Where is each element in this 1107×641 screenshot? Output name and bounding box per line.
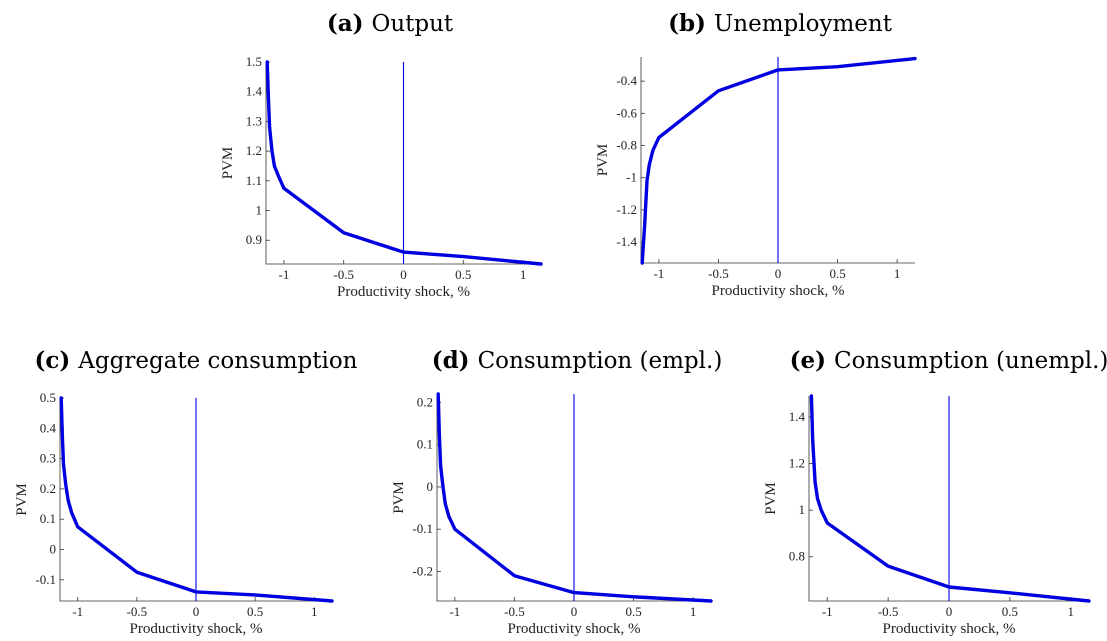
axis-lines <box>808 396 1089 602</box>
panel-e: (e) Consumption (unempl.) 0.8 1 1.2 1.4 -1 -0.5… <box>763 347 1107 637</box>
y-tick-label: 1.4 <box>789 409 806 424</box>
y-tick-label: 0 <box>427 479 434 494</box>
y-tick-label: 0.1 <box>40 511 56 526</box>
y-tick-label: 1.2 <box>246 143 262 158</box>
y-tick-label: 0.9 <box>246 232 262 247</box>
panel-a: (a) Output 0.9 1 1.1 1.2 1.3 1.4 1.5 -1 -0.5 0 0.5 1 P… <box>220 10 543 300</box>
panel-title: (c) Aggregate consumption <box>35 347 358 374</box>
y-tick-label: 1.3 <box>246 113 262 128</box>
y-axis-label: PVM <box>595 144 611 177</box>
x-tick-label: -1 <box>822 604 833 619</box>
y-axis-label: PVM <box>391 481 407 514</box>
x-axis-label: Productivity shock, % <box>508 621 641 637</box>
y-tick-label: 0.3 <box>40 451 56 466</box>
x-tick-label: -1 <box>653 266 664 281</box>
x-tick-label: -0.5 <box>333 267 354 282</box>
x-tick-label: 1 <box>311 604 318 619</box>
x-tick-label: -1 <box>279 267 290 282</box>
y-tick-label: -1 <box>626 170 637 185</box>
x-tick-label: 0.5 <box>247 604 263 619</box>
x-tick-label: 0 <box>400 267 407 282</box>
y-tick-label: -0.1 <box>35 572 56 587</box>
panel-title-text: Unemployment <box>714 11 893 37</box>
x-tick-label: 1 <box>520 267 527 282</box>
x-tick-label: 0 <box>193 604 200 619</box>
y-tick-label: 0.2 <box>40 481 56 496</box>
y-tick-label: 1.4 <box>246 84 263 99</box>
y-tick-label: 1.5 <box>246 54 262 69</box>
x-tick-label: 1 <box>690 604 697 619</box>
x-tick-label: 0.5 <box>455 267 471 282</box>
x-tick-label: -1 <box>72 604 83 619</box>
series-line <box>436 392 713 603</box>
series-line <box>59 396 334 603</box>
series-line <box>640 56 917 265</box>
y-tick-label: -1.4 <box>616 234 637 249</box>
x-axis-label: Productivity shock, % <box>712 283 845 299</box>
panel-tag: (c) <box>35 347 71 374</box>
x-axis-label: Productivity shock, % <box>883 621 1016 637</box>
panel-d: (d) Consumption (empl.) -0.2 -0.1 0 0.1 0.2 -1 -… <box>391 347 722 637</box>
y-tick-label: 0.4 <box>40 420 57 435</box>
x-tick-label: -0.5 <box>708 266 729 281</box>
x-tick-label: 0.5 <box>1002 604 1018 619</box>
x-tick-label: -0.5 <box>878 604 899 619</box>
x-tick-label: 1 <box>1067 604 1074 619</box>
x-tick-label: -0.5 <box>504 604 525 619</box>
panel-tag: (e) <box>790 347 826 374</box>
y-tick-label: 0.2 <box>417 394 433 409</box>
y-tick-label: 1.1 <box>246 173 262 188</box>
x-tick-label: 0.5 <box>625 604 641 619</box>
panel-title-text: Output <box>371 11 453 37</box>
y-tick-label: -0.4 <box>616 73 637 88</box>
y-tick-label: 1.2 <box>789 456 805 471</box>
axis-lines <box>436 394 711 602</box>
y-tick-label: -0.8 <box>616 138 637 153</box>
y-tick-label: -0.1 <box>412 521 433 536</box>
y-tick-label: 0.5 <box>40 390 56 405</box>
x-tick-label: 0.5 <box>829 266 845 281</box>
panel-tag: (b) <box>668 10 706 37</box>
y-axis-label: PVM <box>763 482 779 515</box>
panel-tag: (a) <box>327 10 364 37</box>
panel-title: (a) Output <box>327 10 454 37</box>
series-line <box>809 394 1091 603</box>
panel-title: (d) Consumption (empl.) <box>432 347 723 374</box>
y-tick-label: 0 <box>50 541 57 556</box>
x-axis-label: Productivity shock, % <box>337 284 470 300</box>
x-tick-label: 1 <box>894 266 901 281</box>
y-axis-label: PVM <box>14 483 30 516</box>
y-tick-label: 0.8 <box>789 549 805 564</box>
panel-title-text: Consumption (empl.) <box>478 348 723 374</box>
x-tick-label: 0 <box>571 604 578 619</box>
x-tick-label: 0 <box>946 604 953 619</box>
x-tick-label: -1 <box>449 604 460 619</box>
panel-b: (b) Unemployment -1.4 -1.2 -1 -0.8 -0.6 -0.4 -1 -… <box>595 10 917 299</box>
panel-title-text: Consumption (unempl.) <box>834 348 1107 374</box>
axis-lines <box>59 398 332 602</box>
y-tick-label: 1 <box>799 502 806 517</box>
y-tick-label: 0.1 <box>417 437 433 452</box>
x-tick-label: 0 <box>775 266 782 281</box>
y-tick-label: -0.2 <box>412 563 433 578</box>
axis-lines <box>265 62 541 265</box>
x-axis-label: Productivity shock, % <box>130 621 263 637</box>
y-axis-label: PVM <box>220 147 236 180</box>
panel-tag: (d) <box>432 347 470 374</box>
series-line <box>265 60 543 266</box>
panel-c: (c) Aggregate consumption -0.1 0 0.1 0.2 0.3 0.… <box>14 347 358 637</box>
y-tick-label: -0.6 <box>616 105 637 120</box>
panel-title: (b) Unemployment <box>668 10 893 37</box>
y-tick-label: -1.2 <box>616 202 637 217</box>
panel-title-text: Aggregate consumption <box>77 348 357 374</box>
x-tick-label: -0.5 <box>127 604 148 619</box>
y-tick-label: 1 <box>256 203 263 218</box>
panel-title: (e) Consumption (unempl.) <box>790 347 1107 374</box>
